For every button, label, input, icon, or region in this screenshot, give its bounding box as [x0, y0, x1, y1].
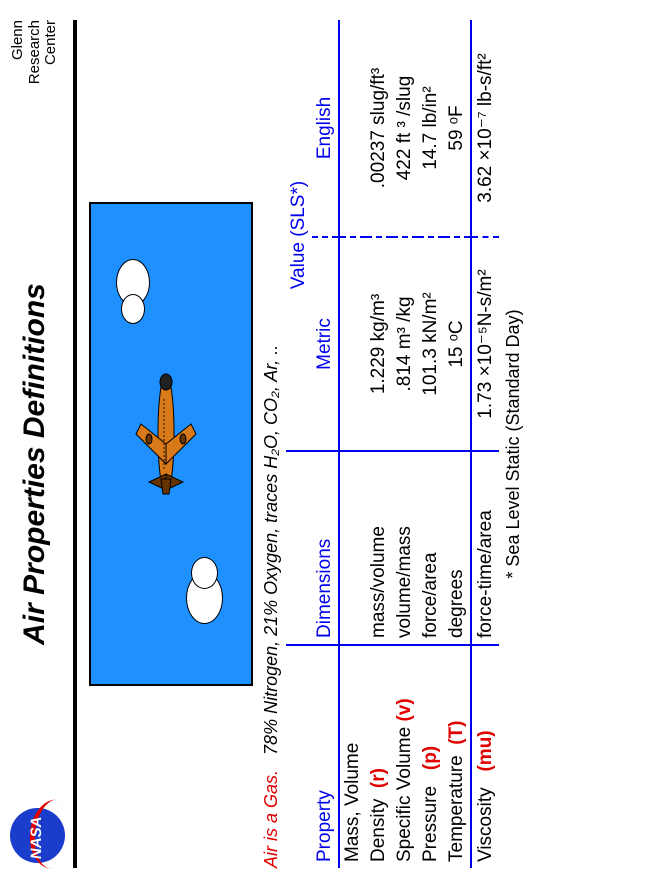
header: NASA Air Properties Definitions Glenn Re… — [10, 20, 77, 868]
table-row: Viscosity (mu) force-time/area 1.73 ×10⁻… — [471, 20, 499, 868]
table-row: Mass, Volume — [339, 20, 366, 868]
table-row: Pressure (p) force/area 101.3 kN/m² 14.7… — [418, 20, 444, 868]
col-english: English — [312, 20, 339, 237]
page-title: Air Properties Definitions — [10, 130, 52, 798]
col-value: Value (SLS*) — [286, 20, 312, 451]
footnote: * Sea Level Static (Standard Day) — [503, 20, 524, 868]
airplane-icon — [131, 354, 201, 514]
table-row: Specific Volume (v) volume/mass .814 m³ … — [392, 20, 418, 868]
table-row: Temperature (T) degrees 15 ᵒC 59 ᵒF — [444, 20, 471, 868]
cloud-icon — [191, 557, 218, 589]
sky-illustration — [89, 202, 253, 686]
air-is-gas-label: Air is a Gas. — [261, 770, 281, 868]
col-property: Property — [286, 645, 339, 868]
logo-text: NASA — [28, 815, 45, 860]
properties-table: Property Dimensions Value (SLS*) Metric … — [286, 20, 499, 868]
col-dimensions: Dimensions — [286, 451, 339, 645]
col-metric: Metric — [312, 237, 339, 451]
composition-text: 78% Nitrogen, 21% Oxygen, traces H₂O, CO… — [261, 345, 281, 755]
nasa-logo: NASA — [10, 798, 65, 868]
center-name: Glenn Research Center — [10, 20, 60, 130]
composition-line: Air is a Gas. 78% Nitrogen, 21% Oxygen, … — [261, 20, 282, 868]
cloud-icon — [121, 294, 145, 324]
table-row: Density (r) mass/volume 1.229 kg/m³ .002… — [366, 20, 392, 868]
